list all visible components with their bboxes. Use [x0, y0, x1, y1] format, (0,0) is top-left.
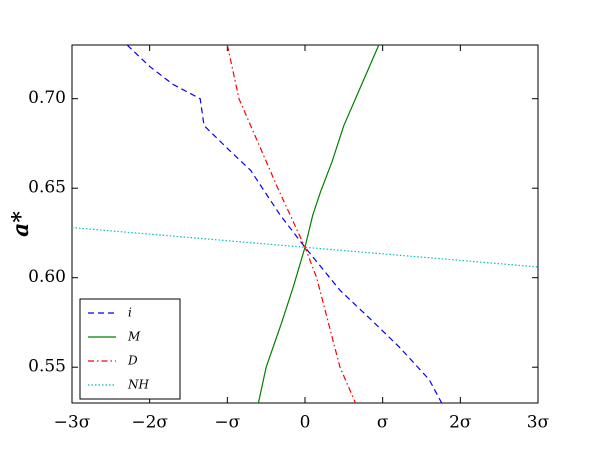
legend-box: [79, 298, 181, 400]
legend-label: D: [127, 354, 138, 368]
legend-label: M: [127, 330, 141, 344]
y-tick-label: 0.70: [28, 88, 66, 108]
series-line: [226, 45, 357, 403]
x-tick-label: −3σ: [54, 413, 91, 433]
y-tick-label: 0.55: [28, 357, 66, 377]
y-axis-label: a*: [8, 211, 34, 237]
series-line: [72, 226, 538, 268]
x-tick-label: −2σ: [131, 413, 168, 433]
series-line: [257, 45, 380, 403]
x-tick-label: −σ: [214, 413, 240, 433]
legend-label: NH: [127, 378, 150, 392]
x-tick-label: 2σ: [449, 413, 472, 433]
series-line: [126, 45, 443, 403]
x-tick-label: 0: [300, 413, 311, 433]
y-tick-label: 0.60: [28, 267, 66, 287]
x-tick-label: 3σ: [527, 413, 550, 433]
legend-label: i: [128, 306, 132, 320]
x-tick-label: σ: [377, 413, 389, 433]
y-tick-label: 0.65: [28, 178, 66, 198]
